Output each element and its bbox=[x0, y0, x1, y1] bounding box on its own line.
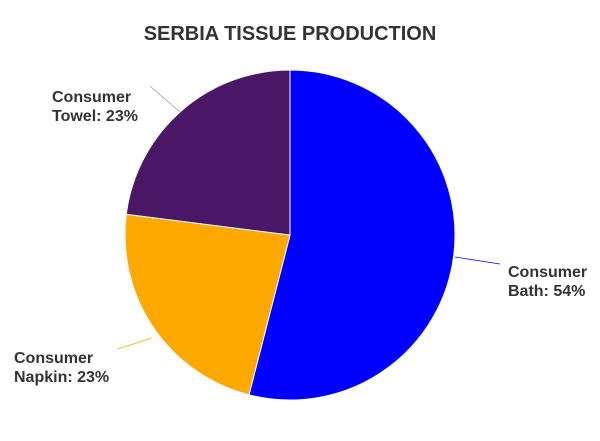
leader-line bbox=[117, 337, 153, 350]
leader-line bbox=[454, 256, 501, 265]
slice-label-line: Towel: 23% bbox=[52, 108, 138, 125]
slice-label-line: Consumer bbox=[52, 89, 131, 106]
slice-label-line: Napkin: 23% bbox=[14, 369, 109, 386]
slice-label-consumer-napkin: Consumer Napkin: 23% bbox=[14, 350, 109, 386]
slice-label-line: Consumer bbox=[14, 350, 93, 367]
pie-slice-consumer-towel bbox=[125, 69, 291, 236]
slice-labels: Consumer Bath: 54%Consumer Napkin: 23%Cons… bbox=[14, 89, 587, 386]
pie-slice-consumer-bath bbox=[248, 69, 456, 401]
leader-line bbox=[149, 85, 181, 113]
slice-label-line: Consumer bbox=[508, 264, 587, 281]
slice-label-consumer-towel: Consumer Towel: 23% bbox=[52, 89, 138, 125]
slice-label-line: Bath: 54% bbox=[508, 283, 585, 300]
pie-slice-consumer-napkin bbox=[124, 213, 291, 396]
slice-label-consumer-bath: Consumer Bath: 54% bbox=[508, 264, 587, 300]
leader-lines bbox=[117, 85, 501, 350]
chart-title: SERBIA TISSUE PRODUCTION bbox=[144, 23, 437, 45]
pie-slices bbox=[124, 69, 456, 401]
